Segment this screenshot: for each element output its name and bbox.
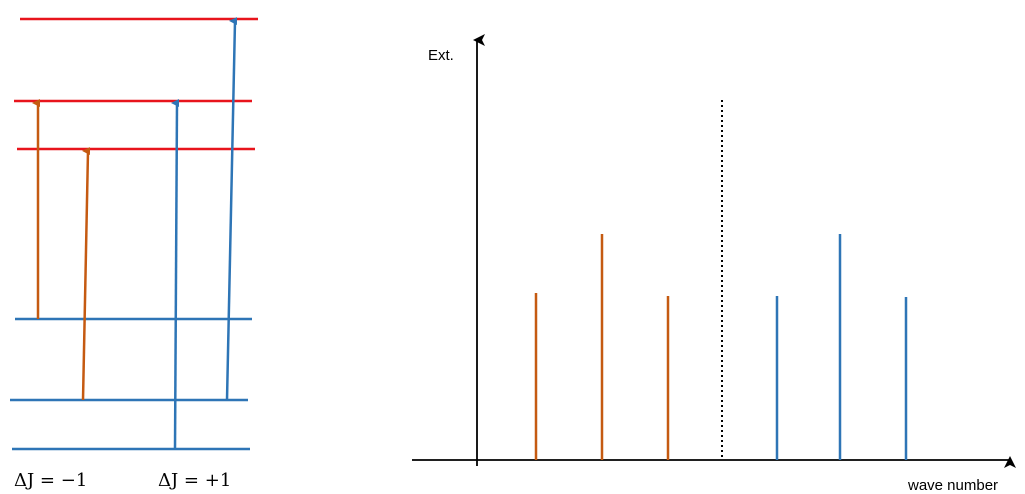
delta-j-plus-label: ΔJ = +1 xyxy=(158,470,231,491)
transition-r-arrow-1 xyxy=(171,99,180,450)
spectrum-plot: Ext. wave number xyxy=(412,34,1016,494)
delta-j-minus-label: ΔJ = −1 xyxy=(14,470,87,491)
transition-p-arrow-2 xyxy=(81,147,91,401)
y-axis-label: Ext. xyxy=(428,47,454,64)
transition-r-arrow-2 xyxy=(225,17,238,401)
energy-level-diagram: ΔJ = −1 ΔJ = +1 xyxy=(10,17,258,491)
x-axis-label: wave number xyxy=(907,477,998,494)
